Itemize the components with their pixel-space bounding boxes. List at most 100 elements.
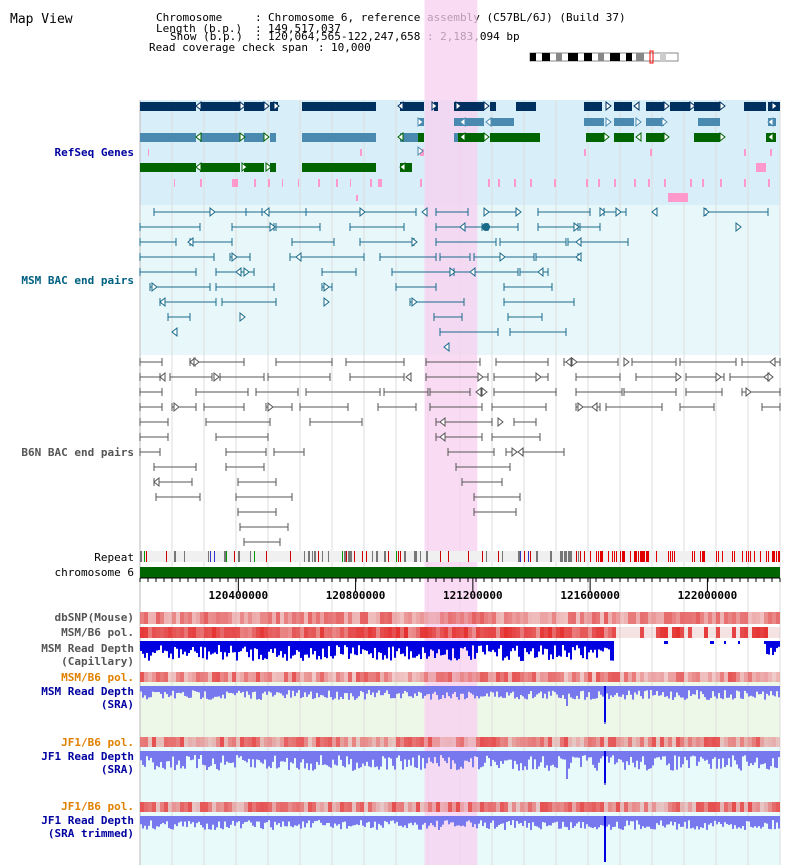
msm-depth-cap-label-2: (Capillary) xyxy=(61,655,134,668)
msm-depth-sra-bar xyxy=(182,686,184,693)
msm-depth-cap-bar xyxy=(164,641,166,651)
b6n-bac-label[interactable]: B6N BAC end pairs xyxy=(21,446,134,459)
axis-tick-label: 121200000 xyxy=(443,589,503,602)
msm-b6-pol-cell xyxy=(648,672,652,682)
repeat-mark xyxy=(290,551,291,562)
msm-b6-pol-cell xyxy=(488,672,492,682)
msm-depth-sra-bar xyxy=(638,686,640,691)
jf1-b6-pol-cell xyxy=(756,802,760,812)
refseq-label[interactable]: RefSeq Genes xyxy=(54,146,134,159)
msm-depth-cap-bar xyxy=(550,641,552,655)
msm-depth-cap-bar xyxy=(712,641,714,644)
msm-depth-cap-bar xyxy=(146,641,148,653)
msm-depth-sra-bar xyxy=(590,686,592,700)
jf1-b6-pol-cell xyxy=(244,737,248,747)
highlight-region xyxy=(424,0,478,865)
jf1-b6-pol-cell xyxy=(436,737,440,747)
jf1-depth-trim-bar xyxy=(268,816,270,821)
jf1-b6-pol-cell xyxy=(768,802,772,812)
msm-depth-sra-bar xyxy=(614,686,616,696)
jf1-depth-sra-bar xyxy=(214,751,216,765)
jf1-depth-sra-label-1: JF1 Read Depth xyxy=(41,750,134,763)
msm-b6-pol-cell xyxy=(608,627,612,638)
refseq-gene-green xyxy=(140,163,196,172)
ideogram-band xyxy=(542,53,550,61)
jf1-depth-trim-bar xyxy=(716,816,718,825)
jf1-b6-pol-cell xyxy=(700,802,704,812)
msm-depth-cap-bar xyxy=(412,641,414,658)
msm-depth-sra-bar xyxy=(406,686,408,693)
msm-b6-pol-cell xyxy=(432,672,436,682)
strand-arrow xyxy=(603,131,610,143)
jf1-depth-sra-bar xyxy=(226,751,228,762)
dbsnp-cell xyxy=(300,612,304,624)
dbsnp-cell xyxy=(344,612,348,624)
msm-depth-sra-bar xyxy=(594,686,596,699)
msm-b6-pol-cell xyxy=(160,672,164,682)
msm-depth-sra-bar xyxy=(564,686,566,699)
repeat-mark xyxy=(346,551,347,562)
msm-b6-pol-cell xyxy=(692,627,696,638)
msm-b6-pol-1-label: MSM/B6 pol. xyxy=(61,626,134,639)
strand-arrow xyxy=(767,116,774,128)
jf1-depth-sra-bar xyxy=(256,751,258,760)
msm-depth-sra-bar xyxy=(548,686,550,692)
dbsnp-cell xyxy=(184,612,188,624)
jf1-depth-sra-bar xyxy=(702,751,704,759)
msm-b6-pol-cell xyxy=(724,672,728,682)
msm-depth-sra-bar xyxy=(436,686,438,696)
msm-bac-label[interactable]: MSM BAC end pairs xyxy=(21,274,134,287)
repeat-mark xyxy=(694,551,695,562)
msm-b6-pol-cell xyxy=(220,627,224,638)
jf1-b6-pol-cell xyxy=(636,802,640,812)
refseq-gene-mid xyxy=(140,133,196,142)
msm-b6-pol-cell xyxy=(512,672,516,682)
jf1-b6-pol-cell xyxy=(496,737,500,747)
repeat-mark xyxy=(468,551,469,562)
msm-depth-cap-bar xyxy=(204,641,206,648)
strand-arrow xyxy=(243,266,250,278)
jf1-depth-sra-bar xyxy=(344,751,346,768)
msm-b6-pol-cell xyxy=(696,627,700,638)
jf1-b6-pol-cell xyxy=(408,737,412,747)
msm-depth-cap-bar xyxy=(528,641,530,655)
msm-b6-pol-cell xyxy=(648,627,652,638)
jf1-depth-trim-bar xyxy=(214,816,216,830)
jf1-depth-trim-bar xyxy=(408,816,410,824)
jf1-depth-trim-bar xyxy=(244,816,246,823)
msm-depth-cap-bar xyxy=(572,641,574,648)
msm-depth-sra-bar xyxy=(612,686,614,698)
jf1-b6-pol-cell xyxy=(228,737,232,747)
refseq-gene-dark xyxy=(200,102,240,111)
jf1-depth-sra-bar xyxy=(494,751,496,762)
jf1-depth-sra-bar xyxy=(338,751,340,756)
jf1-b6-pol-cell xyxy=(776,737,780,747)
msm-b6-pol-cell xyxy=(400,627,404,638)
dbsnp-cell xyxy=(592,612,596,624)
jf1-b6-pol-cell xyxy=(392,737,396,747)
dbsnp-cell xyxy=(732,612,736,624)
msm-depth-cap-bar xyxy=(608,641,610,650)
jf1-depth-trim-bar xyxy=(672,816,674,826)
dbsnp-cell xyxy=(652,612,656,624)
jf1-b6-pol-cell xyxy=(604,737,608,747)
msm-depth-sra-bar xyxy=(154,686,156,693)
repeat-mark xyxy=(440,551,441,562)
msm-depth-cap-bar xyxy=(292,641,294,656)
msm-depth-cap-bar xyxy=(490,641,492,652)
jf1-depth-sra-bar xyxy=(606,751,608,757)
msm-depth-sra-bar xyxy=(674,686,676,698)
msm-depth-cap-bar xyxy=(552,641,554,660)
jf1-depth-trim-bar xyxy=(646,816,648,827)
dbsnp-cell xyxy=(528,612,532,624)
jf1-b6-pol-cell xyxy=(652,737,656,747)
dbsnp-cell xyxy=(392,612,396,624)
jf1-depth-sra-bar xyxy=(688,751,690,769)
msm-depth-sra-bar xyxy=(464,686,466,700)
strand-arrow xyxy=(171,326,178,338)
jf1-depth-trim-bar xyxy=(342,816,344,823)
jf1-b6-pol-cell xyxy=(600,802,604,812)
jf1-b6-pol-cell xyxy=(488,802,492,812)
